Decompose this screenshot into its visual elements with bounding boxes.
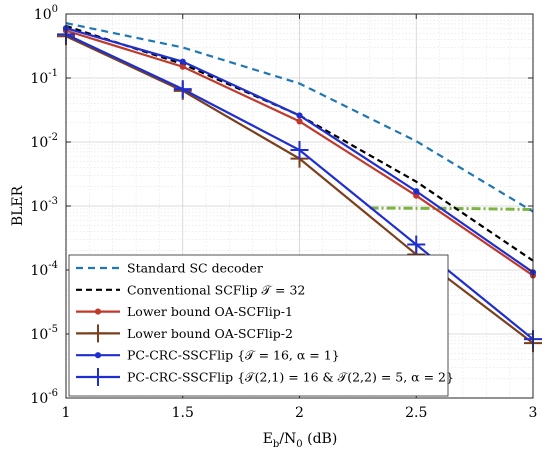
x-axis-label: Eb/N0 (dB) [263,431,338,450]
series-3-point [179,63,186,70]
x-tick-label: 1 [62,405,71,421]
x-axis-label-mid: /N [279,431,296,447]
legend-marker [94,308,102,315]
series-3-point [296,118,303,125]
ticks: 1 1.5 2 2.5 3 10-6 10-5 10-4 10-3 10-2 10-1 100 [30,4,537,421]
x-axis-label-unit: (dB) [303,431,338,447]
legend: Standard SC decoder Conventional SCFlip 𝒯… [68,254,454,397]
y-tick-label: 10-2 [30,132,58,151]
x-tick-label: 2 [295,405,304,421]
y-axis-label: BLER [10,185,26,226]
y-tick-label: 10-6 [30,388,58,407]
legend-entry-1: Standard SC decoder [76,261,263,276]
legend-label: PC-CRC-SSCFlip {𝒯(2,1) = 16 & 𝒯(2,2) = 5… [127,370,454,385]
legend-entry-4: Lower bound OA-SCFlip-2 [76,324,293,343]
legend-box [68,254,449,397]
series-5-point [296,112,303,119]
legend-entry-5: PC-CRC-SSCFlip {𝒯 = 16, α = 1} [76,348,340,363]
legend-entry-6: PC-CRC-SSCFlip {𝒯(2,1) = 16 & 𝒯(2,2) = 5… [76,368,454,386]
legend-label: Conventional SCFlip 𝒯 = 32 [127,282,305,297]
legend-marker [89,368,107,386]
legend-label: Standard SC decoder [127,261,263,276]
y-tick-label: 10-1 [30,68,58,87]
legend-label: Lower bound OA-SCFlip-1 [127,304,293,319]
series-5-point [413,188,420,195]
annotation-line [369,206,534,212]
series-6-point [407,235,426,254]
legend-entry-2: Conventional SCFlip 𝒯 = 32 [76,282,305,297]
y-tick-label: 10-4 [30,260,58,279]
legend-marker [94,352,102,359]
y-tick-label: 100 [34,4,58,23]
x-axis-label-main: E [263,431,273,447]
series-6-point [290,140,309,159]
legend-marker [89,324,107,343]
x-tick-label: 3 [529,405,538,421]
series-line-1 [65,22,534,213]
series-6-point [173,80,192,99]
legend-entry-3: Lower bound OA-SCFlip-1 [76,304,293,319]
y-tick-label: 10-5 [30,324,58,343]
legend-label: PC-CRC-SSCFlip {𝒯 = 16, α = 1} [127,348,340,363]
y-tick-label: 10-3 [30,196,58,215]
series-5-point [179,58,186,65]
x-axis-label-sub-b: b [273,439,279,450]
legend-label: Lower bound OA-SCFlip-2 [127,326,293,341]
x-axis-label-sub-0: 0 [296,439,302,450]
x-tick-label: 1.5 [172,405,194,421]
x-tick-label: 2.5 [405,405,427,421]
